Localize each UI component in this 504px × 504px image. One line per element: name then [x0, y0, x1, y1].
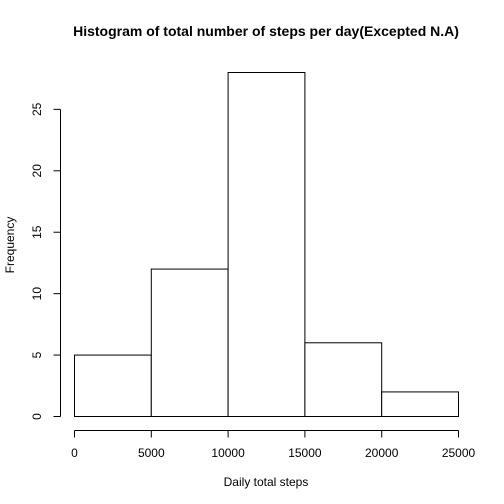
histogram-bar: [304, 342, 383, 417]
y-tick-label: 25: [30, 102, 44, 116]
x-tick-label: 0: [71, 446, 78, 460]
x-tick-label: 5000: [138, 446, 165, 460]
x-tick-label: 10000: [211, 446, 245, 460]
bars: [74, 72, 460, 418]
y-tick-label: 0: [30, 413, 44, 420]
chart-title: Histogram of total number of steps per d…: [73, 23, 459, 39]
y-tick-label: 15: [30, 225, 44, 239]
y-tick-label: 20: [30, 164, 44, 178]
x-tick-label: 20000: [365, 446, 399, 460]
y-tick-label: 5: [30, 351, 44, 358]
x-axis-title: Daily total steps: [224, 475, 309, 489]
histogram-bar: [74, 354, 152, 418]
x-tick-label: 25000: [442, 446, 476, 460]
y-tick-label: 10: [30, 287, 44, 301]
x-axis: 0 5000 10000 15000 20000 25000: [71, 430, 476, 460]
x-tick-label: 15000: [288, 446, 322, 460]
histogram-bar: [381, 391, 460, 417]
y-axis-title: Frequency: [3, 217, 17, 274]
histogram-bar: [227, 72, 306, 417]
y-axis: 0 5 10 15 20 25: [30, 102, 61, 420]
histogram-bar: [150, 268, 229, 418]
